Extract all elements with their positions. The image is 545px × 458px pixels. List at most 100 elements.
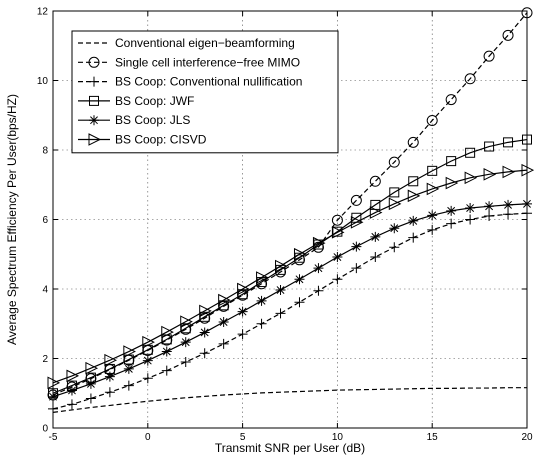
point-circle-marker bbox=[331, 214, 343, 226]
point-square-marker bbox=[503, 137, 514, 148]
y-tick-label: 10 bbox=[37, 76, 49, 87]
y-tick-label: 12 bbox=[37, 7, 49, 18]
point-triangle-marker bbox=[445, 176, 459, 190]
y-tick-label: 2 bbox=[42, 354, 48, 365]
y-tick-label: 4 bbox=[42, 285, 48, 296]
point-triangle-marker bbox=[237, 282, 250, 296]
point-plus-marker bbox=[351, 263, 362, 274]
point-square-marker bbox=[89, 95, 99, 106]
point-triangle-marker bbox=[369, 206, 383, 219]
point-plus-marker bbox=[446, 218, 457, 229]
series-line bbox=[52, 138, 528, 394]
point-plus-marker bbox=[332, 274, 343, 285]
point-asterisk-marker bbox=[484, 201, 495, 212]
point-plus-marker bbox=[104, 387, 115, 398]
legend-item-1: Conventional eigen−beamforming bbox=[78, 36, 295, 50]
point-circle-marker bbox=[502, 29, 514, 41]
point-asterisk-marker bbox=[199, 327, 210, 338]
point-triangle-marker bbox=[218, 293, 231, 307]
point-plus-marker bbox=[427, 224, 438, 235]
series-6 bbox=[47, 163, 535, 390]
point-asterisk-marker bbox=[66, 385, 77, 396]
point-plus-marker bbox=[180, 356, 191, 367]
point-square-marker bbox=[199, 311, 210, 322]
point-triangle-marker bbox=[161, 325, 174, 339]
point-asterisk-marker bbox=[465, 203, 476, 214]
legend-box bbox=[71, 30, 339, 154]
point-square-marker bbox=[427, 165, 438, 176]
x-tick-label: 15 bbox=[427, 432, 439, 443]
point-plus-marker bbox=[161, 365, 172, 376]
legend-item-6: BS Coop: CISVD bbox=[78, 133, 207, 147]
x-tick-label: -5 bbox=[49, 432, 58, 443]
point-square-marker bbox=[484, 141, 495, 152]
point-triangle-marker bbox=[142, 335, 155, 349]
point-asterisk-marker bbox=[85, 378, 96, 389]
point-triangle-marker bbox=[312, 236, 326, 250]
series-3 bbox=[48, 208, 532, 414]
legend-item-2: Single cell interference−free MIMO bbox=[78, 55, 300, 69]
legend-item-4: BS Coop: JWF bbox=[78, 94, 194, 108]
legend-label: Single cell interference−free MIMO bbox=[115, 55, 300, 69]
point-plus-marker bbox=[389, 242, 400, 253]
point-plus-marker bbox=[237, 329, 248, 340]
point-asterisk-marker bbox=[503, 199, 514, 210]
point-triangle-marker bbox=[88, 133, 102, 146]
legend-label: BS Coop: JLS bbox=[115, 113, 190, 127]
point-triangle-marker bbox=[293, 247, 307, 261]
point-asterisk-marker bbox=[313, 263, 324, 274]
point-plus-marker bbox=[313, 285, 324, 296]
point-asterisk-marker bbox=[408, 215, 419, 226]
x-axis-label: Transmit SNR per User (dB) bbox=[215, 441, 365, 455]
point-plus-marker bbox=[218, 338, 229, 349]
series-line bbox=[52, 203, 528, 398]
point-circle-marker bbox=[483, 50, 495, 62]
point-plus-marker bbox=[408, 232, 419, 243]
point-triangle-marker bbox=[502, 165, 516, 179]
legend-label: BS Coop: JWF bbox=[115, 94, 194, 108]
point-asterisk-marker bbox=[446, 205, 457, 216]
point-asterisk-marker bbox=[332, 252, 343, 263]
y-tick-label: 6 bbox=[42, 215, 48, 226]
point-triangle-marker bbox=[407, 189, 421, 203]
point-asterisk-marker bbox=[104, 371, 115, 382]
point-asterisk-marker bbox=[370, 231, 381, 242]
point-circle-marker bbox=[407, 136, 419, 148]
point-plus-marker bbox=[465, 214, 476, 225]
point-circle-marker bbox=[88, 56, 100, 68]
point-asterisk-marker bbox=[256, 295, 267, 306]
point-asterisk-marker bbox=[389, 223, 400, 234]
series-layer bbox=[47, 7, 535, 414]
point-asterisk-marker bbox=[427, 210, 438, 221]
point-asterisk-marker bbox=[351, 241, 362, 252]
point-circle-marker bbox=[388, 156, 400, 168]
x-tick-label: 20 bbox=[521, 432, 533, 443]
x-tick-label: 5 bbox=[240, 432, 246, 443]
point-asterisk-marker bbox=[275, 285, 286, 296]
series-5 bbox=[48, 198, 532, 402]
point-triangle-marker bbox=[85, 361, 99, 375]
point-asterisk-marker bbox=[123, 363, 134, 374]
y-tick-label: 0 bbox=[42, 424, 48, 435]
point-plus-marker bbox=[503, 209, 514, 220]
point-triangle-marker bbox=[123, 345, 136, 358]
point-triangle-marker bbox=[350, 215, 364, 229]
point-square-marker bbox=[465, 147, 476, 158]
y-tick-label: 8 bbox=[42, 146, 48, 157]
point-asterisk-marker bbox=[161, 346, 172, 357]
legend-label: Conventional eigen−beamforming bbox=[115, 36, 295, 50]
point-triangle-marker bbox=[464, 171, 478, 185]
point-square-marker bbox=[408, 176, 419, 187]
point-triangle-marker bbox=[483, 168, 497, 181]
point-triangle-marker bbox=[256, 271, 269, 284]
point-triangle-marker bbox=[104, 353, 117, 367]
point-plus-marker bbox=[89, 76, 99, 87]
point-circle-marker bbox=[464, 73, 476, 85]
point-asterisk-marker bbox=[89, 115, 99, 126]
point-plus-marker bbox=[275, 308, 286, 319]
point-triangle-marker bbox=[331, 226, 345, 239]
point-plus-marker bbox=[123, 380, 134, 391]
point-asterisk-marker bbox=[218, 317, 229, 328]
point-triangle-marker bbox=[388, 197, 402, 211]
